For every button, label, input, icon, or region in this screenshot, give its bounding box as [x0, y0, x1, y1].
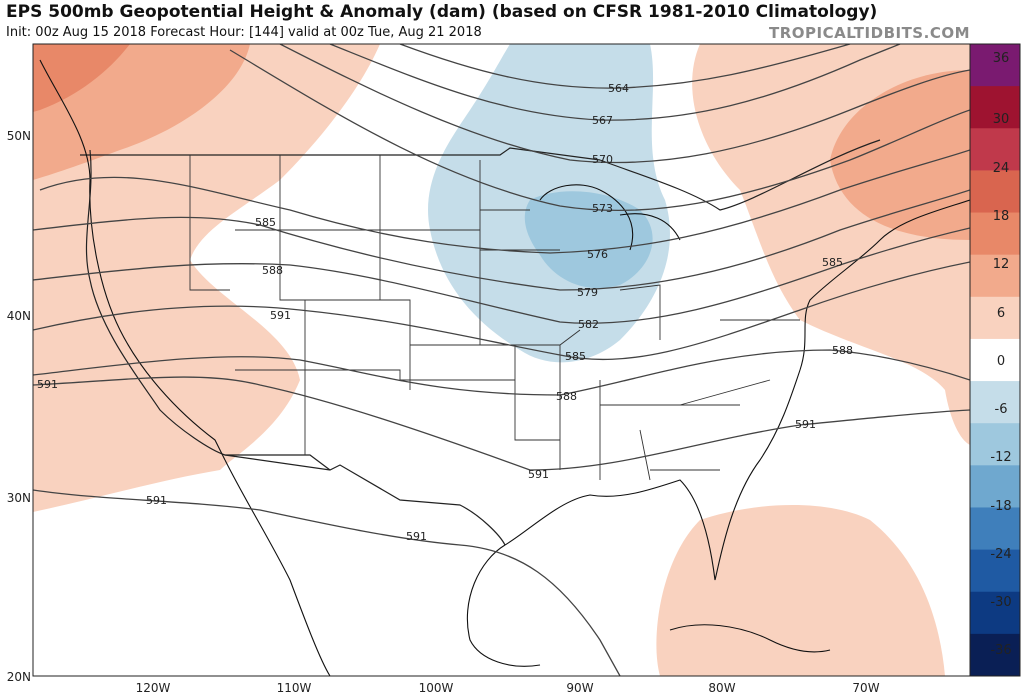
- contour-label: 570: [592, 153, 613, 166]
- contour-label: 576: [587, 248, 608, 261]
- contour-label: 564: [608, 82, 629, 95]
- colorbar-swatch: [970, 423, 1020, 466]
- height-contours: [33, 44, 970, 676]
- contour-label: 591: [528, 468, 549, 481]
- lat-label: 50N: [7, 129, 31, 143]
- contour-label: 585: [822, 256, 843, 269]
- colorbar-tick: 12: [993, 257, 1010, 272]
- coastlines: [39, 59, 970, 676]
- positive-anomaly-west-core: [33, 44, 130, 112]
- contour-label: 591: [37, 378, 58, 391]
- colorbar-tick: -6: [995, 402, 1008, 417]
- colorbar-swatch: [970, 212, 1020, 256]
- contour-label: 591: [406, 530, 427, 543]
- colorbar-swatch: [970, 128, 1020, 171]
- positive-anomaly-northeast-inner: [830, 70, 970, 240]
- lat-label: 30N: [7, 491, 31, 505]
- colorbar-tick: 24: [993, 161, 1010, 176]
- colorbar-swatch: [970, 591, 1020, 635]
- contour-label: 585: [255, 216, 276, 229]
- colorbar-swatch: [970, 381, 1020, 424]
- positive-anomaly-caribbean: [656, 505, 945, 676]
- map-title: EPS 500mb Geopotential Height & Anomaly …: [6, 2, 878, 22]
- colorbar-tick: 36: [993, 51, 1010, 66]
- lon-label: 80W: [708, 681, 735, 695]
- colorbar-tick: 30: [993, 112, 1010, 127]
- colorbar-swatch: [970, 254, 1020, 298]
- contour-label: 591: [270, 309, 291, 322]
- colorbar-swatch: [970, 296, 1020, 340]
- colorbar-tick: 0: [997, 354, 1005, 369]
- contour-label: 591: [146, 494, 167, 507]
- colorbar-swatch: [970, 633, 1020, 677]
- contour-label: 579: [577, 286, 598, 299]
- header: EPS 500mb Geopotential Height & Anomaly …: [0, 0, 1024, 44]
- lon-label: 110W: [277, 681, 312, 695]
- colorbar-swatch: [970, 338, 1020, 382]
- contour-label: 585: [565, 350, 586, 363]
- colorbar-tick: 18: [993, 209, 1010, 224]
- forecast-info: Init: 00z Aug 15 2018 Forecast Hour: [14…: [6, 25, 482, 40]
- anomaly-colorbar: [969, 43, 1021, 677]
- colorbar-swatch: [970, 44, 1020, 87]
- contour-label: 567: [592, 114, 613, 127]
- negative-anomaly-trough-core: [524, 191, 653, 289]
- political-borders: [80, 139, 881, 546]
- contour-label: 588: [262, 264, 283, 277]
- colorbar-swatch: [970, 465, 1020, 508]
- longitude-labels: 120W 110W 100W 90W 80W 70W: [136, 681, 880, 695]
- contour-label: 588: [556, 390, 577, 403]
- positive-anomaly-west: [33, 44, 380, 512]
- colorbar-frame: [969, 43, 1021, 677]
- colorbar-tick: -24: [990, 547, 1011, 562]
- colorbar-tick: -30: [990, 595, 1011, 610]
- colorbar-swatch: [970, 170, 1020, 214]
- lat-label: 20N: [7, 670, 31, 684]
- latitude-labels: 50N 40N 30N 20N: [7, 129, 31, 684]
- contour-label: 582: [578, 318, 599, 331]
- colorbar-swatch: [970, 549, 1020, 593]
- colorbar-tick: -12: [990, 450, 1011, 465]
- brand-watermark: TROPICALTIDBITS.COM: [769, 24, 970, 42]
- contour-label: 591: [795, 418, 816, 431]
- colorbar-swatch: [970, 507, 1020, 551]
- colorbar-tick: -18: [990, 499, 1011, 514]
- colorbar-tick: -36: [990, 643, 1011, 658]
- lon-label: 100W: [419, 681, 454, 695]
- contour-labels: 564 567 570 573 576 579 582 585 585 585 …: [37, 82, 853, 543]
- lon-label: 70W: [852, 681, 879, 695]
- lon-label: 90W: [566, 681, 593, 695]
- lon-label: 120W: [136, 681, 171, 695]
- contour-label: 573: [592, 202, 613, 215]
- lat-label: 40N: [7, 309, 31, 323]
- colorbar-ticks: 36 30 24 18 12 6 0 -6 -12 -18 -24 -30 -3…: [990, 51, 1011, 658]
- colorbar-tick: 6: [997, 306, 1005, 321]
- colorbar-swatch: [970, 86, 1020, 129]
- map-area: [33, 44, 970, 676]
- contour-label: 588: [832, 344, 853, 357]
